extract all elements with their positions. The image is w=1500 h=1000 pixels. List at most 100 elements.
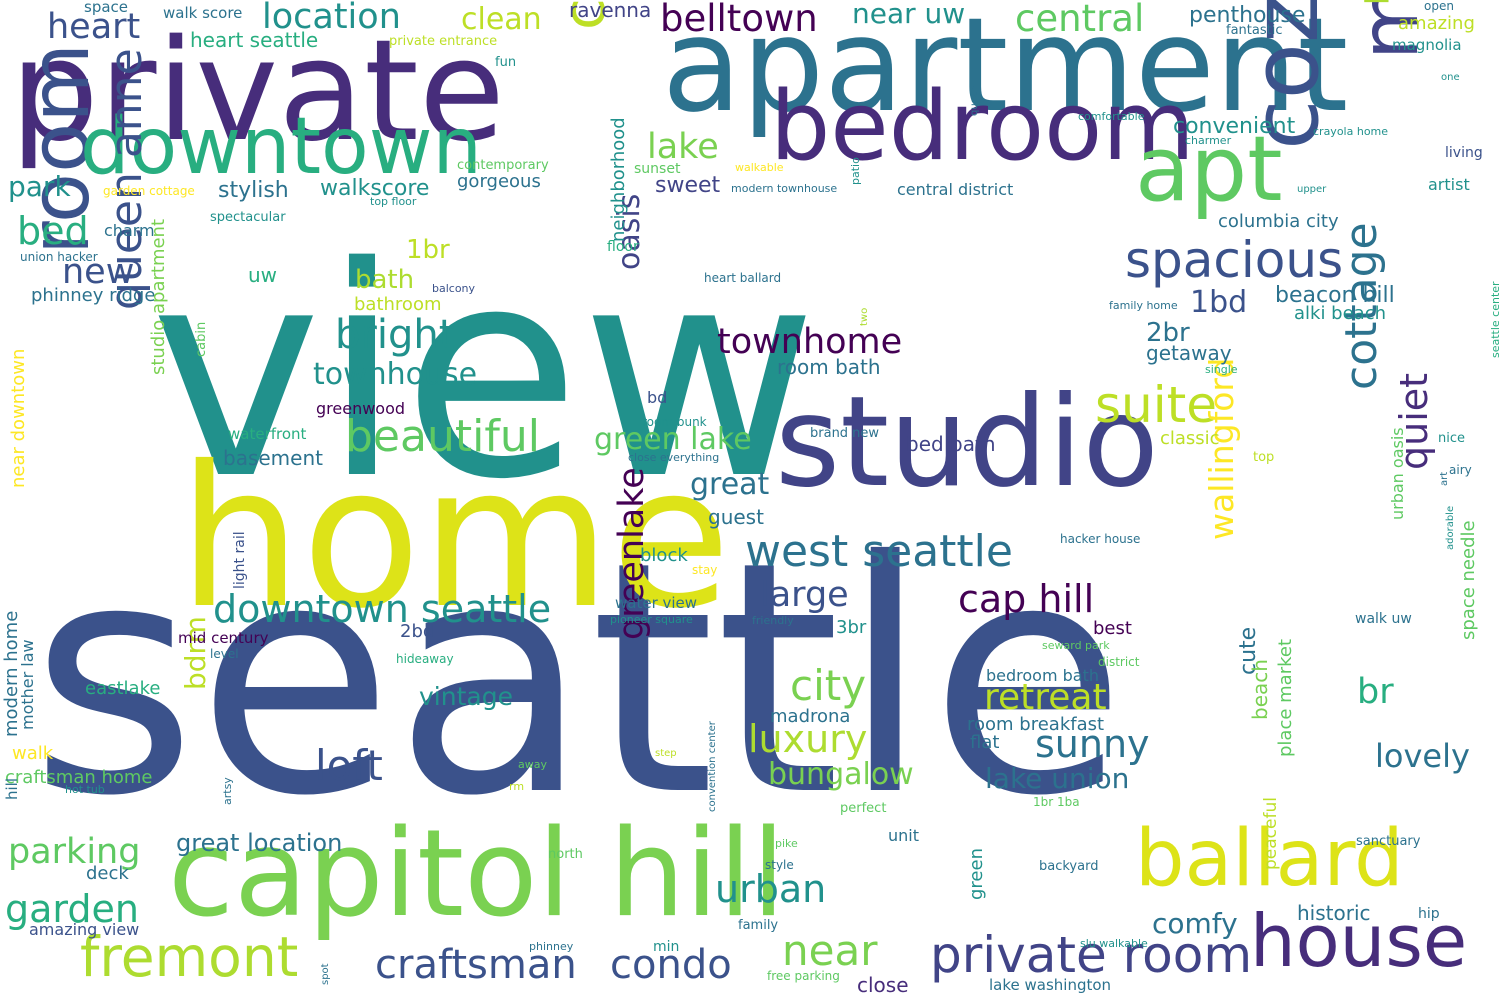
cloud-word: central district [897, 180, 1014, 199]
cloud-word: hideaway [396, 652, 454, 666]
cloud-word: pioneer square [610, 613, 693, 626]
cloud-word: garden [5, 887, 139, 931]
cloud-word: artsy [221, 777, 234, 805]
cloud-word: perfect [840, 801, 887, 816]
cloud-word: close [857, 973, 909, 997]
cloud-word: water view [615, 594, 698, 612]
cloud-word: alki beach [1294, 303, 1387, 324]
cloud-word: bathroom [354, 294, 442, 315]
cloud-word: heart ballard [704, 271, 782, 285]
cloud-word: deck [86, 863, 129, 884]
cloud-word: new [62, 252, 135, 292]
cloud-word: away [518, 758, 547, 771]
cloud-word: peaceful [1261, 797, 1281, 870]
cloud-word: floor [607, 239, 639, 255]
cloud-word: historic [1297, 901, 1371, 925]
cloud-word: home [178, 424, 731, 651]
cloud-word: getaway [1146, 341, 1232, 365]
cloud-word: gorgeous [457, 171, 541, 192]
cloud-word: north [548, 847, 583, 862]
cloud-word: top [1253, 450, 1275, 465]
cloud-word: view [150, 206, 818, 543]
cloud-word: near uw [852, 0, 966, 30]
cloud-word: ravenna [569, 0, 652, 22]
cloud-word: fantastic [1226, 23, 1283, 38]
cloud-word: room breakfast [967, 714, 1105, 735]
cloud-word: space needle [1458, 520, 1479, 640]
cloud-word: madrona [770, 706, 851, 727]
cloud-word: modern townhouse [731, 182, 838, 195]
cloud-word: green lake [594, 422, 752, 457]
cloud-word: crayola home [1313, 125, 1389, 138]
cloud-word: hip [1418, 906, 1440, 922]
cloud-word: heart [47, 7, 141, 47]
cloud-word: penthouse [1189, 3, 1306, 28]
cloud-word: backyard [1039, 859, 1099, 874]
cloud-word: house [1250, 899, 1468, 983]
cloud-word: neighborhood [608, 117, 629, 242]
cloud-word: queen [969, 84, 980, 116]
cloud-word: convenient [1173, 114, 1296, 139]
cloud-word: airy [1449, 463, 1472, 477]
cloud-word: amazing view [29, 920, 140, 939]
cloud-word: spacious [1125, 231, 1344, 289]
cloud-word: central [1015, 0, 1145, 40]
cloud-word: artist [1428, 175, 1470, 194]
cloud-word: luxury [748, 717, 868, 761]
cloud-word: pike place [1352, 0, 1390, 5]
cloud-word: step [655, 748, 677, 759]
cloud-word: 2bd [400, 621, 435, 642]
cloud-word: eastlake [85, 678, 161, 699]
cloud-word: walk score [163, 4, 243, 22]
cloud-word: phinney [529, 940, 574, 953]
cloud-word: craftsman [375, 942, 577, 988]
cloud-word: retreat [984, 677, 1107, 718]
cloud-word: bdrm [179, 616, 212, 690]
cloud-word: private [10, 10, 505, 173]
cloud-word: lake [647, 127, 719, 167]
cloud-word: two [859, 307, 870, 326]
cloud-word: apartment [662, 0, 1349, 141]
cloud-word: townhouse [313, 357, 478, 392]
cloud-word: suite [1095, 376, 1217, 434]
cloud-word: 1br [406, 235, 450, 265]
cloud-word: single [1205, 363, 1238, 376]
cloud-word: near downtown [8, 348, 29, 488]
cloud-word: comfy [1152, 907, 1238, 940]
cloud-word: block [640, 545, 688, 566]
cloud-word: bd [647, 388, 668, 407]
cloud-word: belltown [660, 0, 818, 40]
cloud-word: magnolia [1392, 36, 1462, 54]
cloud-word: urban [715, 867, 827, 911]
cloud-word: bedroom bath [986, 666, 1100, 685]
cloud-word: city [790, 661, 867, 710]
cloud-word: guest [708, 505, 764, 529]
cloud-word: condo [610, 942, 732, 988]
cloud-word: pike [775, 837, 798, 850]
cloud-word: large [760, 575, 849, 615]
cloud-word: greenwood [316, 399, 406, 418]
cloud-word: 3br [836, 617, 867, 638]
cloud-word: place market [1275, 638, 1296, 757]
cloud-word: hacker house [1060, 532, 1141, 546]
cloud-word: bed [17, 209, 89, 253]
cloud-word: walk [12, 743, 54, 764]
cloud-word: hot tub [65, 783, 105, 796]
cloud-word: hill [3, 777, 21, 800]
cloud-word: basement [223, 446, 323, 470]
cloud-word: living [1445, 145, 1483, 161]
cloud-word: great [690, 467, 770, 502]
cloud-word: flat [970, 732, 1000, 753]
cloud-word: bright [335, 312, 455, 358]
cloud-word: family [738, 918, 779, 933]
cloud-word: convention center [707, 721, 718, 812]
cloud-word: private room [930, 926, 1253, 984]
cloud-word: open [1424, 0, 1454, 13]
cloud-word: sunset [634, 161, 681, 177]
cloud-word: near [782, 926, 878, 975]
cloud-word: lake washington [989, 976, 1112, 994]
cloud-word: park [8, 170, 71, 203]
cloud-word: sweet [655, 173, 721, 198]
cloud-word: seward park [1042, 639, 1110, 652]
